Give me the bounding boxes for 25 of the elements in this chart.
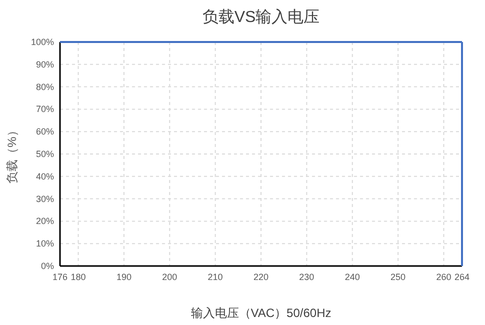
y-tick-label: 30% bbox=[36, 194, 54, 204]
x-tick-label: 230 bbox=[299, 272, 314, 282]
y-tick-label: 0% bbox=[40, 261, 54, 271]
y-tick-label: 90% bbox=[36, 59, 54, 70]
x-tick-label: 210 bbox=[208, 272, 223, 282]
y-tick-label: 10% bbox=[36, 238, 54, 249]
x-tick-label: 250 bbox=[390, 272, 406, 282]
chart-title: 负载VS输入电压 bbox=[202, 8, 320, 26]
y-tick-label: 60% bbox=[36, 126, 54, 137]
x-tick-label: 200 bbox=[162, 272, 178, 282]
x-axis-title: 输入电压（VAC）50/60Hz bbox=[190, 306, 332, 320]
x-tick-label: 260 bbox=[436, 272, 452, 282]
y-axis-title: 负载（%） bbox=[5, 124, 19, 184]
y-tick-label: 50% bbox=[36, 149, 54, 159]
y-tick-label: 100% bbox=[30, 37, 54, 47]
x-tick-label: 240 bbox=[344, 272, 360, 282]
y-tick-label: 80% bbox=[36, 82, 54, 92]
x-tick-label: 264 bbox=[454, 272, 470, 282]
x-tick-label: 190 bbox=[116, 272, 132, 282]
x-tick-label: 220 bbox=[253, 272, 269, 282]
x-tick-label: 180 bbox=[70, 272, 86, 282]
x-tick-label: 176 bbox=[52, 272, 68, 282]
y-tick-label: 70% bbox=[36, 104, 54, 114]
y-tick-label: 20% bbox=[36, 216, 54, 226]
y-tick-label: 40% bbox=[36, 171, 54, 182]
